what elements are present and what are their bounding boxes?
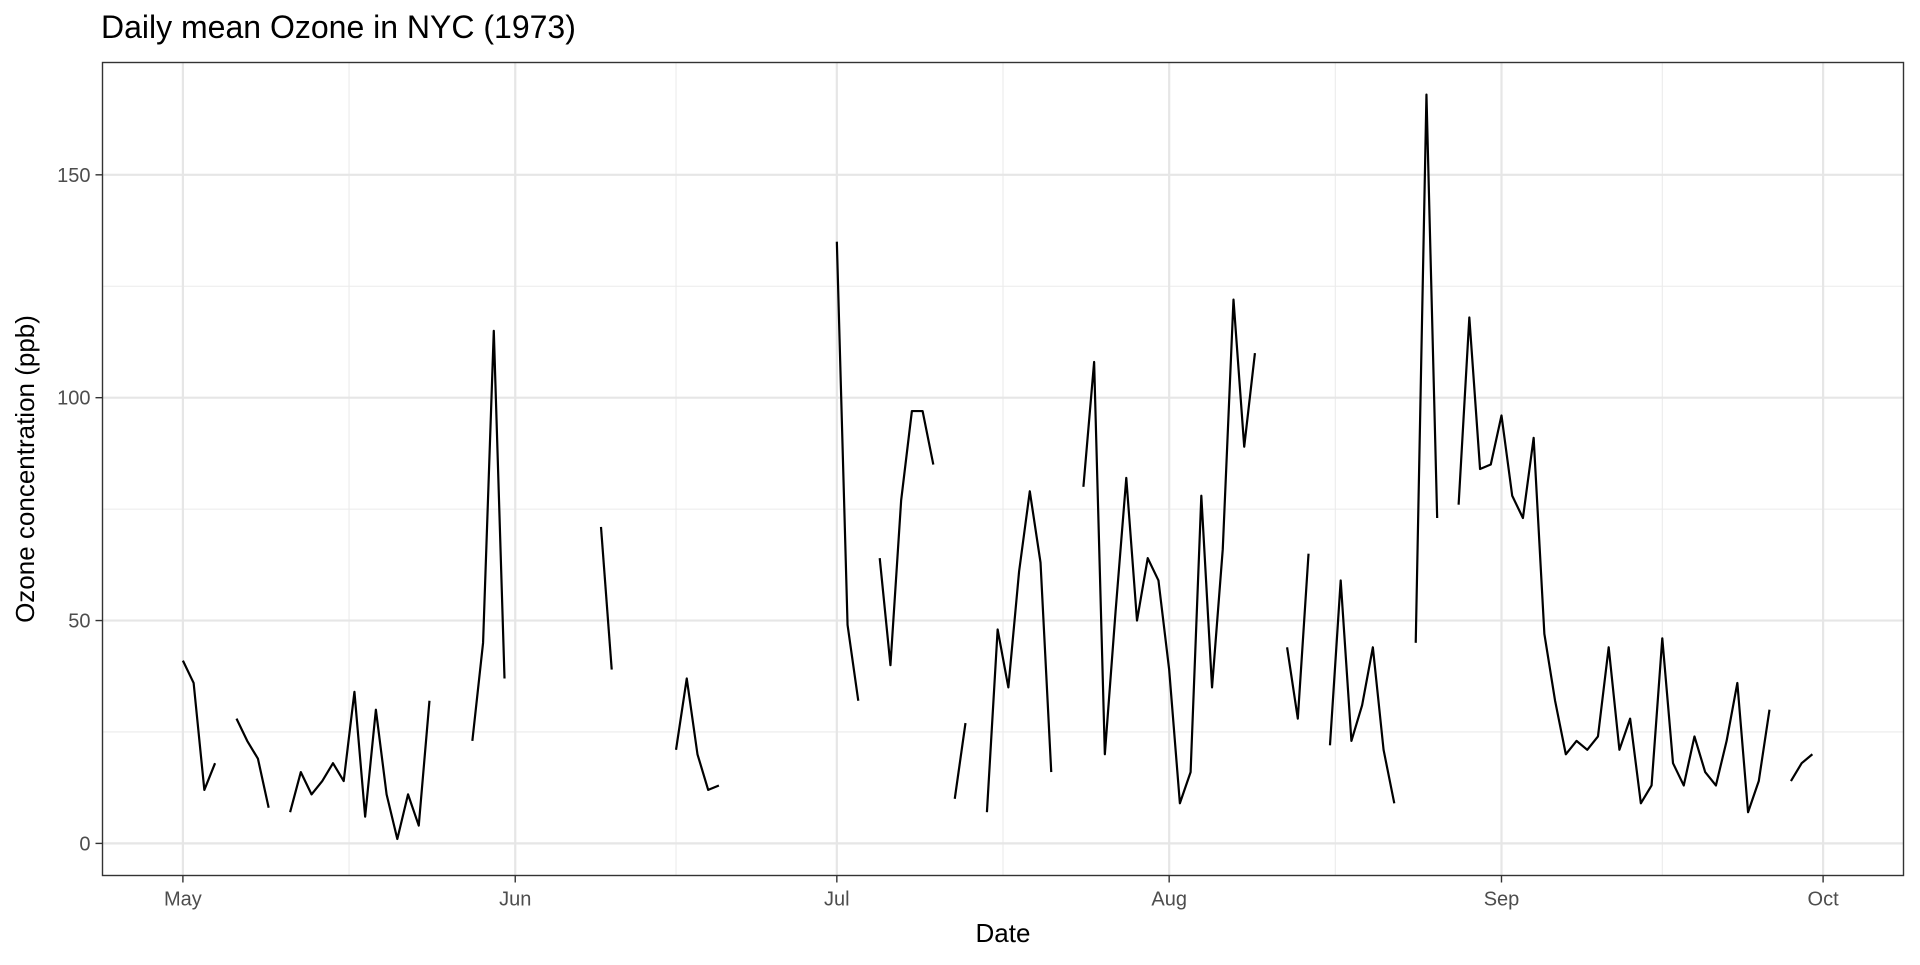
x-tick-label: Sep — [1484, 889, 1520, 911]
ozone-line-segment — [599, 526, 613, 670]
major-gridlines — [102, 62, 1904, 876]
x-tick-label: Oct — [1808, 889, 1840, 911]
ozone-line-segment — [1414, 93, 1439, 643]
ozone-line-segment — [1457, 316, 1771, 814]
ozone-line-segment — [1328, 579, 1396, 804]
plot-panel-border — [101, 61, 1905, 877]
ozone-line-segment — [289, 690, 431, 841]
x-tick-label: Jul — [824, 889, 850, 911]
series-layer — [181, 93, 1814, 841]
ozone-line-segment — [878, 409, 935, 667]
ozone-line-segment — [674, 677, 720, 792]
ozone-line-segment — [835, 241, 860, 701]
ozone-line-segment — [471, 329, 506, 742]
y-axis-label: Ozone concentration (ppb) — [10, 315, 40, 623]
x-axis: May Jun Jul Aug Sep Oct — [164, 875, 1840, 911]
x-tick-label: May — [164, 889, 202, 911]
x-tick-label: Aug — [1151, 889, 1187, 911]
y-axis: 0 50 100 150 — [57, 165, 103, 855]
ozone-line-segment — [1286, 553, 1310, 720]
ozone-line-segment — [235, 718, 270, 808]
x-axis-label: Date — [976, 918, 1031, 948]
y-tick-label: 150 — [57, 165, 90, 187]
minor-gridlines — [102, 62, 1904, 876]
y-tick-label: 50 — [68, 611, 90, 633]
ozone-line-segment — [1082, 298, 1257, 805]
ozone-line-segment — [1789, 753, 1814, 782]
y-tick-label: 100 — [57, 388, 90, 410]
ozone-line-segment — [953, 722, 967, 799]
ozone-line-segment — [985, 490, 1053, 813]
ozone-line-segment — [181, 660, 217, 792]
y-tick-label: 0 — [79, 833, 90, 855]
chart-title: Daily mean Ozone in NYC (1973) — [101, 9, 576, 45]
x-tick-label: Jun — [499, 889, 531, 911]
